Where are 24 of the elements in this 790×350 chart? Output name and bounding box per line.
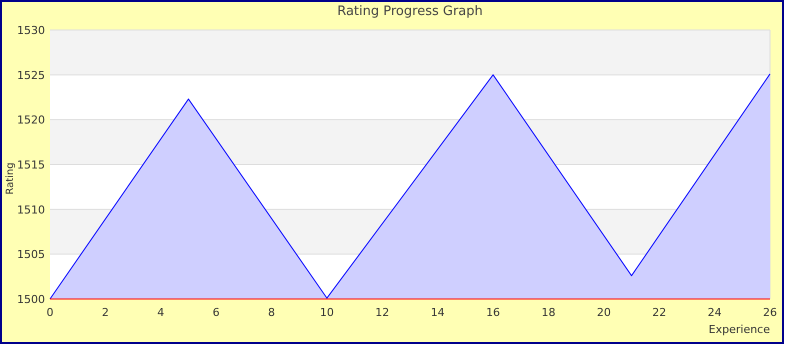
x-tick-label: 10 [320, 306, 334, 319]
y-tick-label: 1505 [17, 248, 45, 262]
y-tick-label: 1530 [17, 24, 45, 37]
x-tick-label: 4 [157, 306, 164, 319]
x-tick-label: 24 [708, 306, 722, 319]
y-axis-title: Rating [5, 162, 16, 195]
x-tick-label: 8 [268, 306, 276, 319]
y-tick-label: 1515 [17, 158, 45, 172]
y-tick-label: 1510 [17, 203, 45, 216]
x-tick-label: 14 [430, 306, 445, 319]
x-tick-label: 22 [652, 306, 666, 319]
y-tick-label: 1520 [17, 114, 45, 127]
x-tick-label: 26 [763, 306, 777, 319]
x-tick-label: 20 [596, 306, 611, 319]
y-tick-label: 1525 [17, 68, 45, 82]
x-tick-label: 2 [102, 306, 109, 319]
x-tick-label: 18 [541, 306, 556, 319]
x-axis-title: Experience [708, 323, 770, 336]
x-tick-label: 6 [212, 306, 220, 319]
x-tick-label: 16 [486, 306, 500, 319]
y-tick-label: 1500 [17, 293, 45, 306]
chart-title: Rating Progress Graph [337, 4, 483, 19]
x-tick-label: 0 [46, 306, 54, 319]
x-tick-label: 12 [375, 306, 390, 319]
